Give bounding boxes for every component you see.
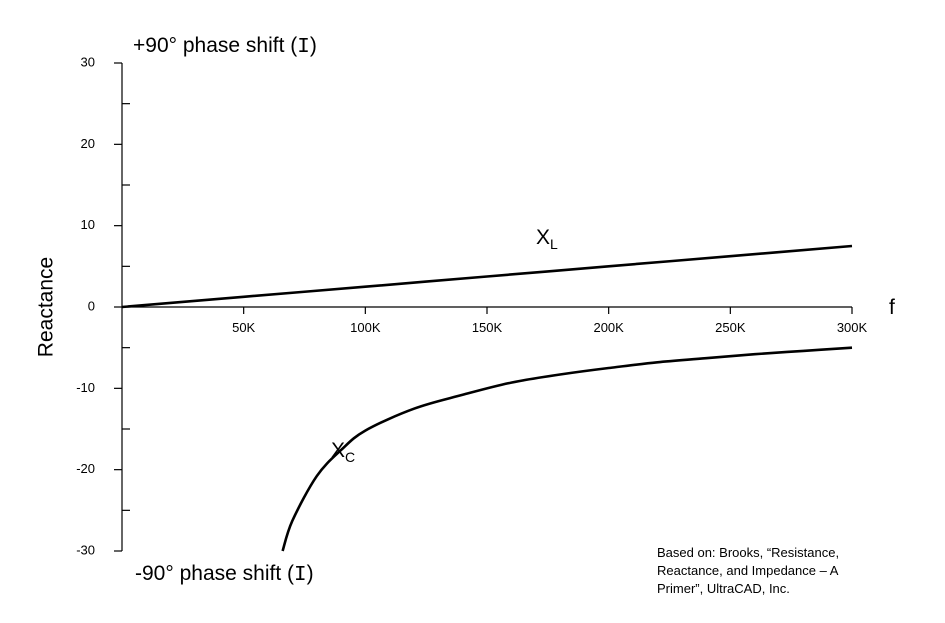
x-tick-label: 150K (472, 320, 503, 335)
bottom-phase-annotation: -90° phase shift (I) (135, 562, 314, 587)
y-tick-label: 10 (81, 217, 95, 232)
y-tick-label: 30 (81, 54, 95, 69)
y-axis-ticks: -30 -20 -10 0 10 20 30 (76, 54, 130, 557)
y-tick-label: 20 (81, 136, 95, 151)
credit-line-3: Primer”, UltraCAD, Inc. (657, 581, 790, 596)
series-label-xl: XL (536, 226, 558, 252)
series-lines (121, 244, 853, 552)
series-line-xl (121, 244, 853, 309)
x-tick-label: 250K (715, 320, 746, 335)
series-label-xc: XC (331, 439, 355, 465)
x-tick-label: 200K (593, 320, 624, 335)
top-phase-annotation: +90° phase shift (I) (133, 34, 317, 59)
source-credit: Based on: Brooks, “Resistance, Reactance… (657, 544, 927, 598)
series-line-xc (281, 346, 853, 552)
credit-line-1: Based on: Brooks, “Resistance, (657, 545, 840, 560)
x-tick-label: 300K (837, 320, 868, 335)
x-tick-label: 50K (232, 320, 255, 335)
x-tick-label: 100K (350, 320, 381, 335)
x-axis-ticks: 50K 100K 150K 200K 250K 300K (232, 307, 868, 335)
y-tick-label: -10 (76, 380, 95, 395)
y-tick-label: -20 (76, 461, 95, 476)
credit-line-2: Reactance, and Impedance – A (657, 563, 839, 578)
y-axis-title: Reactance (35, 257, 58, 357)
y-tick-label: 0 (88, 298, 95, 313)
y-tick-label: -30 (76, 542, 95, 557)
x-axis-title: f (889, 296, 895, 319)
